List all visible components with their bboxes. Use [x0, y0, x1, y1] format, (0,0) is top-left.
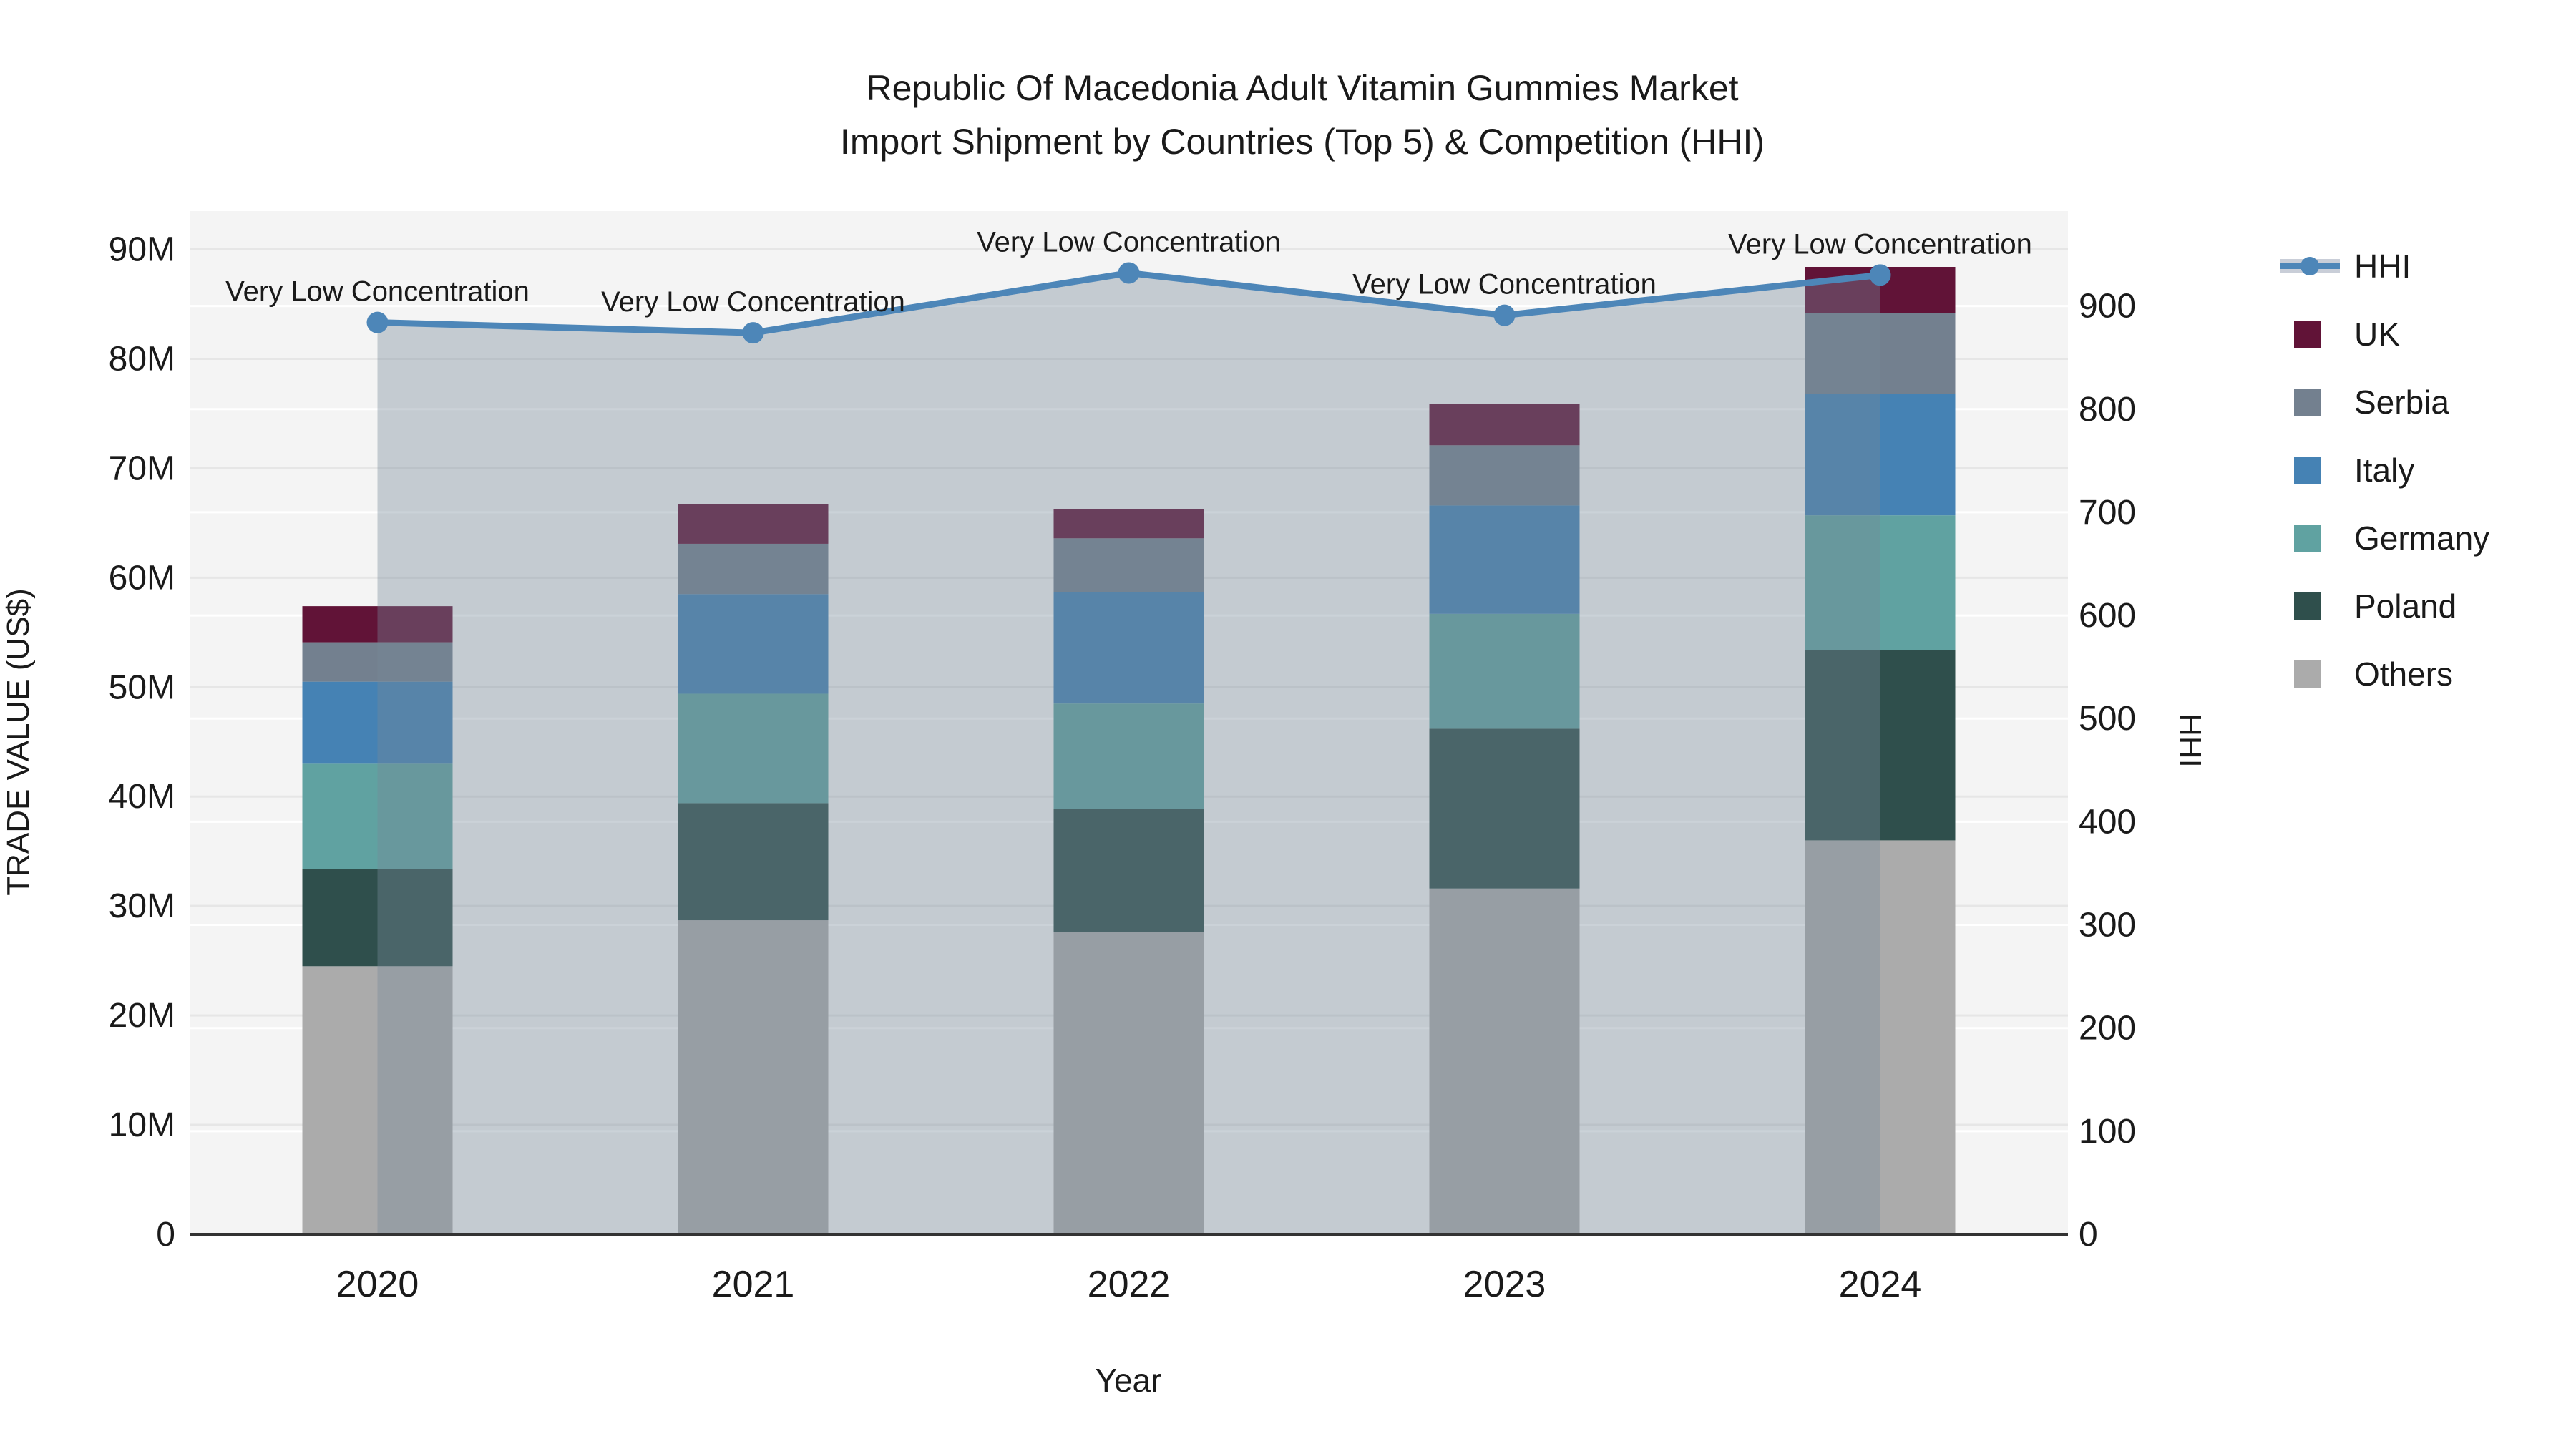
legend-label-italy: Italy	[2354, 452, 2414, 489]
bar-segment-germany-2020[interactable]	[302, 763, 453, 869]
bar-segment-others-2022[interactable]	[1053, 932, 1204, 1234]
legend-item-uk[interactable]: UK	[2294, 316, 2400, 353]
legend-label-hhi: HHI	[2354, 248, 2411, 285]
bar-segment-serbia-2021[interactable]	[678, 543, 829, 595]
stacked-bars	[302, 267, 1956, 1234]
y-axis-left-title: TRADE VALUE (US$)	[1, 588, 36, 896]
y-right-tick-0: 0	[2079, 1216, 2098, 1254]
bar-segment-italy-2022[interactable]	[1053, 592, 1204, 704]
y-right-tick-200: 200	[2079, 1010, 2136, 1048]
annotation-2024: Very Low Concentration	[1728, 228, 2032, 260]
y-left-tick-90M: 90M	[109, 231, 175, 269]
hhi-area-fill	[377, 273, 1880, 1234]
y-left-tick-40M: 40M	[109, 778, 175, 816]
chart-title-line2: Import Shipment by Countries (Top 5) & C…	[840, 122, 1765, 162]
y-right-tick-400: 400	[2079, 803, 2136, 841]
annotation-2022: Very Low Concentration	[977, 226, 1281, 258]
y-axis-right-title: HHI	[2172, 713, 2207, 768]
hhi-line	[366, 262, 1891, 344]
bar-segment-poland-2023[interactable]	[1429, 728, 1580, 889]
bar-segment-serbia-2020[interactable]	[302, 642, 453, 682]
legend-swatch-germany	[2294, 525, 2321, 552]
bar-segment-italy-2020[interactable]	[302, 681, 453, 764]
bar-segment-poland-2024[interactable]	[1805, 650, 1956, 841]
legend-swatch-others	[2294, 660, 2321, 688]
hhi-point-2020[interactable]	[366, 311, 389, 333]
bar-segment-uk-2021[interactable]	[678, 504, 829, 544]
legend-label-uk: UK	[2354, 316, 2400, 353]
y-right-tick-500: 500	[2079, 700, 2136, 738]
x-tick-2024: 2024	[1839, 1264, 1922, 1305]
annotation-2021: Very Low Concentration	[601, 286, 905, 318]
annotation-2023: Very Low Concentration	[1352, 269, 1657, 301]
legend-swatch-uk	[2294, 321, 2321, 348]
bar-segment-italy-2024[interactable]	[1805, 394, 1956, 516]
y-right-tick-700: 700	[2079, 494, 2136, 532]
legend-label-serbia: Serbia	[2354, 384, 2449, 421]
bar-segment-uk-2020[interactable]	[302, 606, 453, 643]
bar-segment-others-2021[interactable]	[678, 920, 829, 1234]
bar-segment-italy-2021[interactable]	[678, 594, 829, 694]
bar-segment-germany-2021[interactable]	[678, 693, 829, 804]
legend-label-others: Others	[2354, 655, 2453, 693]
y-left-tick-30M: 30M	[109, 887, 175, 925]
x-tick-2022: 2022	[1088, 1264, 1171, 1305]
bar-segment-germany-2023[interactable]	[1429, 613, 1580, 729]
annotation-2020: Very Low Concentration	[225, 276, 530, 308]
bar-segment-others-2023[interactable]	[1429, 888, 1580, 1234]
annotations: Very Low Concentration Very Low Concentra…	[225, 226, 2032, 318]
bar-segment-germany-2024[interactable]	[1805, 515, 1956, 650]
y-right-tick-800: 800	[2079, 391, 2136, 429]
bar-segment-poland-2021[interactable]	[678, 803, 829, 921]
y-left-tick-60M: 60M	[109, 559, 175, 597]
legend-hhi-marker	[2301, 257, 2319, 275]
hhi-point-2021[interactable]	[742, 322, 764, 344]
y-right-tick-100: 100	[2079, 1113, 2136, 1151]
x-tick-2021: 2021	[712, 1264, 795, 1305]
bar-segment-others-2020[interactable]	[302, 966, 453, 1234]
x-tick-2023: 2023	[1463, 1264, 1546, 1305]
y-right-tick-900: 900	[2079, 288, 2136, 326]
bar-segment-uk-2022[interactable]	[1053, 509, 1204, 539]
legend-item-germany[interactable]: Germany	[2294, 519, 2489, 557]
legend-label-germany: Germany	[2354, 519, 2489, 557]
y-left-tick-20M: 20M	[109, 997, 175, 1035]
legend-swatch-serbia	[2294, 389, 2321, 416]
legend: HHI UK Serbia Italy Germany Poland Others	[2280, 248, 2489, 693]
x-axis-title: Year	[1096, 1362, 1162, 1399]
y-left-tick-50M: 50M	[109, 668, 175, 706]
legend-label-poland: Poland	[2354, 587, 2457, 625]
axis-ticks: 0 10M 20M 30M 40M 50M 60M 70M 80M 90M 0 100 200 300 40…	[109, 231, 2136, 1305]
legend-item-hhi[interactable]: HHI	[2280, 248, 2411, 285]
bar-segment-serbia-2023[interactable]	[1429, 445, 1580, 506]
hhi-point-2024[interactable]	[1869, 264, 1891, 286]
legend-item-poland[interactable]: Poland	[2294, 587, 2457, 625]
hhi-point-2022[interactable]	[1118, 262, 1140, 284]
bar-segment-serbia-2024[interactable]	[1805, 313, 1956, 394]
y-left-tick-80M: 80M	[109, 340, 175, 378]
y-left-tick-10M: 10M	[109, 1106, 175, 1144]
bar-segment-italy-2023[interactable]	[1429, 505, 1580, 614]
bar-segment-others-2024[interactable]	[1805, 840, 1956, 1234]
hhi-point-2023[interactable]	[1493, 304, 1516, 326]
legend-item-italy[interactable]: Italy	[2294, 452, 2414, 489]
legend-swatch-poland	[2294, 592, 2321, 620]
legend-swatch-italy	[2294, 457, 2321, 484]
y-left-tick-0: 0	[156, 1216, 175, 1254]
bar-segment-germany-2022[interactable]	[1053, 703, 1204, 809]
bar-segment-poland-2020[interactable]	[302, 869, 453, 967]
bar-segment-uk-2023[interactable]	[1429, 404, 1580, 446]
bar-segment-serbia-2022[interactable]	[1053, 538, 1204, 592]
chart-title-line1: Republic Of Macedonia Adult Vitamin Gumm…	[866, 68, 1738, 108]
y-right-tick-600: 600	[2079, 597, 2136, 635]
legend-item-serbia[interactable]: Serbia	[2294, 384, 2449, 421]
bar-segment-poland-2022[interactable]	[1053, 809, 1204, 932]
y-right-tick-300: 300	[2079, 907, 2136, 945]
legend-item-others[interactable]: Others	[2294, 655, 2453, 693]
x-tick-2020: 2020	[336, 1264, 419, 1305]
y-left-tick-70M: 70M	[109, 449, 175, 487]
hhi-area-polygon	[377, 273, 1880, 1234]
